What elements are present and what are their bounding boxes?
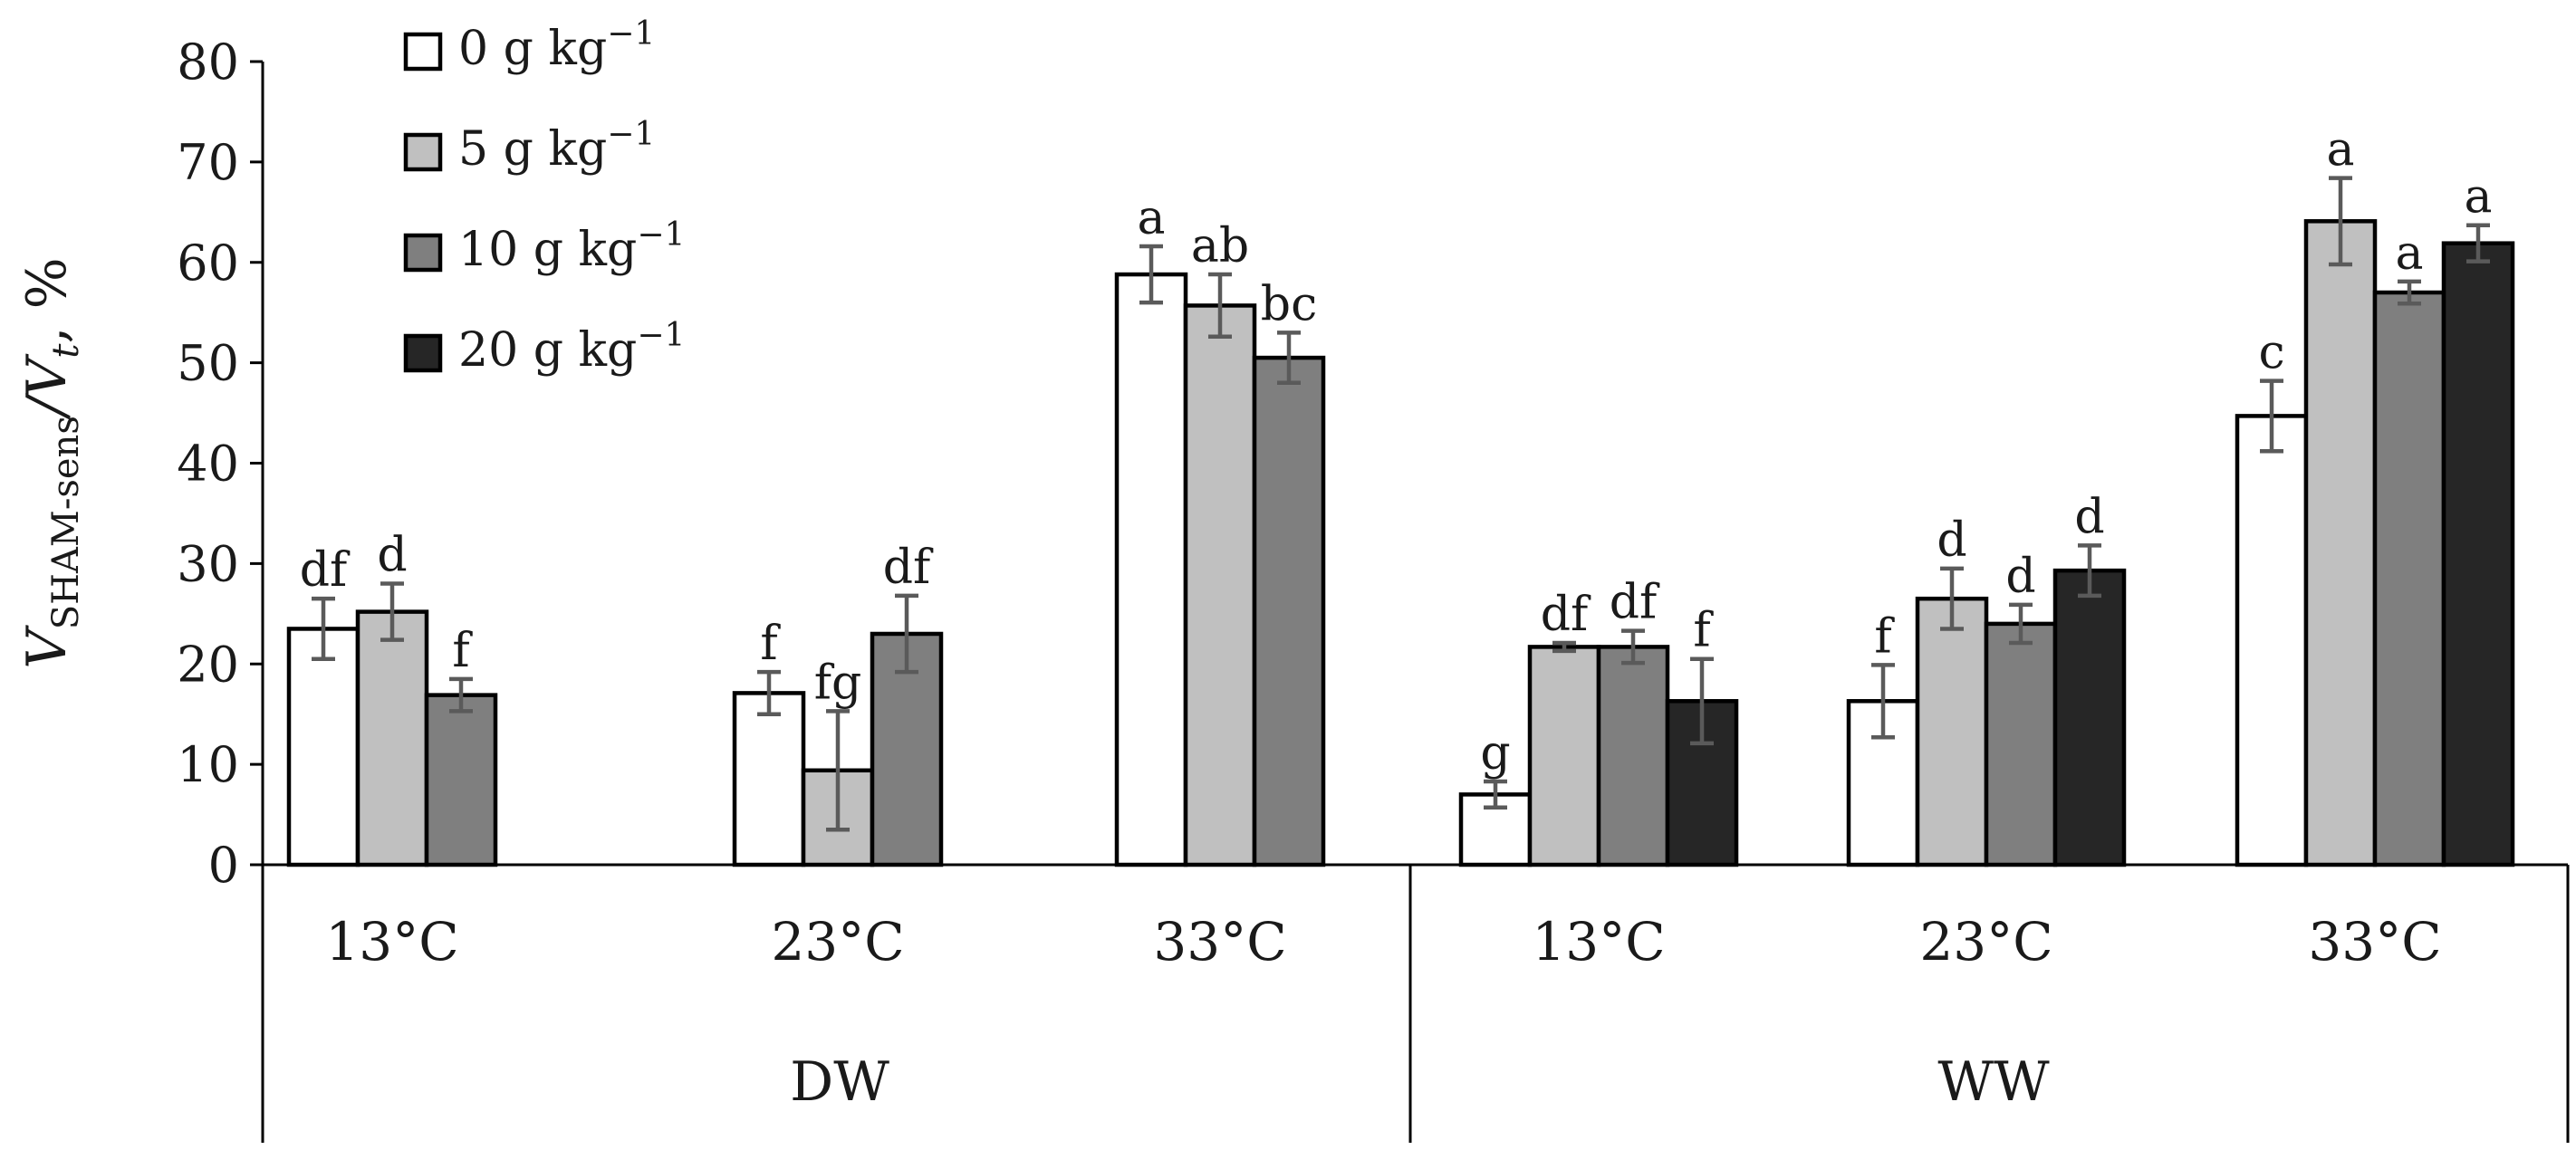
category-label: 13°C bbox=[1532, 911, 1665, 973]
significance-label: fg bbox=[814, 656, 862, 710]
bar bbox=[1846, 699, 1920, 867]
significance-label: ab bbox=[1191, 219, 1249, 273]
y-axis-label: VSHAM-sens/Vt, % bbox=[15, 257, 87, 668]
significance-label: bc bbox=[1261, 277, 1317, 331]
category-label: 33°C bbox=[1153, 911, 1286, 973]
y-tick-label: 70 bbox=[177, 134, 239, 191]
significance-label: d bbox=[1937, 513, 1966, 568]
bar bbox=[732, 691, 806, 867]
legend-swatch bbox=[403, 333, 443, 373]
legend-entry-exponent: −1 bbox=[607, 15, 655, 53]
significance-label: c bbox=[2258, 326, 2284, 380]
group-label: WW bbox=[1937, 1050, 2050, 1114]
y-tick-label: 60 bbox=[177, 235, 239, 292]
category-label: 33°C bbox=[2308, 911, 2441, 973]
legend-entry-exponent: −1 bbox=[607, 116, 655, 153]
legend-swatch bbox=[403, 233, 443, 273]
bar bbox=[2052, 568, 2127, 867]
bar bbox=[1915, 596, 1989, 867]
bar bbox=[2235, 414, 2309, 867]
y-axis-label-mid: /V bbox=[15, 353, 79, 420]
y-axis-label-suffix: , % bbox=[15, 257, 79, 343]
bar bbox=[1114, 272, 1188, 867]
legend-entry-name: 0 g kg bbox=[458, 22, 607, 76]
y-axis-label-sub1: SHAM-sens bbox=[45, 416, 87, 629]
significance-label: f bbox=[760, 617, 781, 671]
legend-entry-name: 10 g kg bbox=[458, 223, 637, 277]
legend-entry-name: 20 g kg bbox=[458, 323, 637, 378]
category-label: 23°C bbox=[771, 911, 904, 973]
category-label: 23°C bbox=[1919, 911, 2052, 973]
significance-label: df bbox=[300, 543, 351, 598]
legend-entry-name: 5 g kg bbox=[458, 122, 607, 177]
legend-entry-exponent: −1 bbox=[637, 317, 685, 354]
bar bbox=[1527, 645, 1601, 867]
y-tick-label: 30 bbox=[177, 535, 239, 592]
y-tick-label: 0 bbox=[208, 837, 239, 894]
bar bbox=[1252, 355, 1326, 867]
significance-label: a bbox=[2326, 123, 2354, 177]
y-axis-label-sub2: t bbox=[45, 343, 87, 359]
bar bbox=[424, 693, 498, 867]
bar bbox=[286, 627, 360, 867]
legend-entry-exponent: −1 bbox=[637, 216, 685, 254]
significance-label: df bbox=[883, 541, 934, 595]
significance-label: df bbox=[1541, 588, 1591, 642]
y-tick-label: 50 bbox=[177, 335, 239, 392]
bar bbox=[2303, 219, 2378, 867]
significance-label: d bbox=[2074, 490, 2104, 544]
legend-entry: 0 g kg−1 bbox=[458, 15, 655, 76]
y-tick-label: 40 bbox=[177, 436, 239, 493]
y-tick-label: 80 bbox=[177, 34, 239, 91]
legend-entry: 5 g kg−1 bbox=[458, 116, 655, 177]
y-axis-label-main: V bbox=[15, 625, 79, 669]
group-label: DW bbox=[790, 1050, 889, 1114]
legend-swatch bbox=[403, 132, 443, 172]
legend-entry: 10 g kg−1 bbox=[458, 216, 685, 277]
y-tick-label: 10 bbox=[177, 736, 239, 793]
bar bbox=[2441, 241, 2515, 867]
bar bbox=[1183, 303, 1257, 867]
legend-swatch bbox=[403, 32, 443, 72]
significance-label: a bbox=[2464, 170, 2492, 225]
significance-label: f bbox=[1693, 604, 1714, 658]
legend-entry: 20 g kg−1 bbox=[458, 317, 685, 378]
bar bbox=[355, 609, 429, 867]
significance-label: g bbox=[1480, 726, 1510, 781]
significance-label: d bbox=[2005, 550, 2035, 604]
bar bbox=[2372, 290, 2446, 867]
bar bbox=[1596, 645, 1670, 867]
significance-label: f bbox=[1874, 609, 1895, 664]
significance-label: d bbox=[377, 529, 407, 583]
y-tick-label: 20 bbox=[177, 636, 239, 693]
bar bbox=[1984, 621, 2058, 867]
significance-label: df bbox=[1610, 576, 1660, 630]
significance-label: a bbox=[1137, 191, 1165, 245]
significance-label: a bbox=[2395, 226, 2423, 281]
category-label: 13°C bbox=[325, 911, 458, 973]
significance-label: f bbox=[452, 624, 473, 678]
